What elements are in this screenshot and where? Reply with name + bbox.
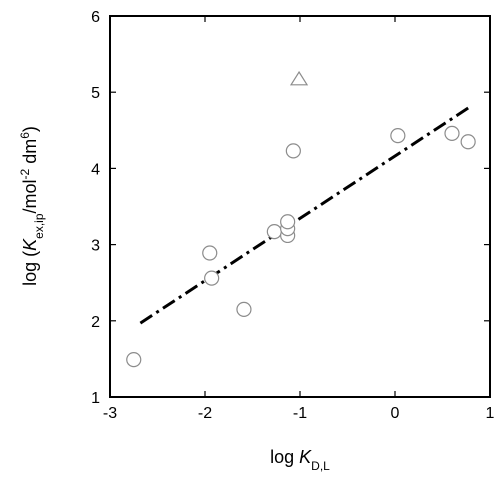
data-points (126, 70, 476, 368)
fit-line (139, 106, 470, 325)
data-point-circle (236, 301, 252, 317)
y-tick-label: 3 (91, 238, 100, 255)
y-tick-label: 4 (91, 161, 100, 178)
tick-labels: -3 -2 -1 0 1 1 2 3 4 5 6 (91, 9, 494, 422)
data-point-circle (202, 245, 218, 261)
y-axis-label-suffix: ) (20, 126, 40, 132)
y-tick-label: 2 (91, 314, 100, 331)
y-axis-label-sup1: -2 (18, 168, 32, 179)
x-axis-label: log KD,L (270, 447, 330, 473)
y-axis-label-var: K (20, 238, 40, 251)
data-point-triangle (289, 70, 309, 86)
data-point-circle (444, 125, 460, 141)
data-point-circle (266, 224, 282, 240)
y-tick-label: 6 (91, 9, 100, 26)
y-tick-label: 5 (91, 85, 100, 102)
data-point-circle (390, 128, 406, 144)
x-tick-label: -1 (293, 405, 307, 422)
y-axis-label-mid: /mol (20, 179, 40, 213)
y-axis-label-prefix: log ( (20, 251, 40, 286)
fit-line-layer (139, 106, 470, 325)
data-point-circle (204, 270, 220, 286)
x-tick-label: 1 (486, 405, 495, 422)
x-axis-label-var: K (299, 447, 312, 467)
data-point-circle (285, 143, 301, 159)
y-axis-label-sup2: 6 (18, 132, 32, 139)
x-tick-label: -2 (198, 405, 212, 422)
y-axis-label: log (Kex,ip/mol-2 dm6) (18, 126, 46, 286)
y-tick-label: 1 (91, 390, 100, 407)
x-axis-label-prefix: log (270, 447, 299, 467)
data-point-circle (280, 214, 296, 230)
axis-ticks (109, 15, 491, 398)
y-axis-label-sub: ex,ip (32, 213, 46, 239)
data-point-circle (126, 352, 142, 368)
x-axis-label-sub: D,L (311, 459, 330, 473)
y-axis-label-mid2: dm (20, 139, 40, 169)
x-tick-label: 0 (391, 405, 400, 422)
x-tick-label: -3 (103, 405, 117, 422)
data-point-circle (460, 134, 476, 150)
